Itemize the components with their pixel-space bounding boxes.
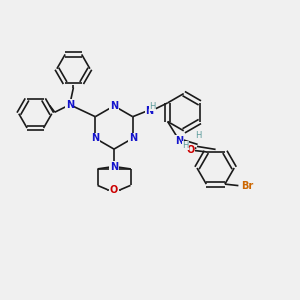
Text: H: H <box>195 131 202 140</box>
Text: Br: Br <box>242 181 254 190</box>
Text: O: O <box>110 184 118 195</box>
Text: N: N <box>176 136 184 146</box>
Text: N: N <box>91 133 99 143</box>
Text: O: O <box>186 146 194 155</box>
Text: N: N <box>66 100 74 110</box>
Text: N: N <box>110 161 118 172</box>
Text: N: N <box>145 106 153 116</box>
Text: N: N <box>110 101 118 111</box>
Text: H: H <box>150 102 156 111</box>
Text: N: N <box>129 133 137 143</box>
Text: H: H <box>182 141 188 150</box>
